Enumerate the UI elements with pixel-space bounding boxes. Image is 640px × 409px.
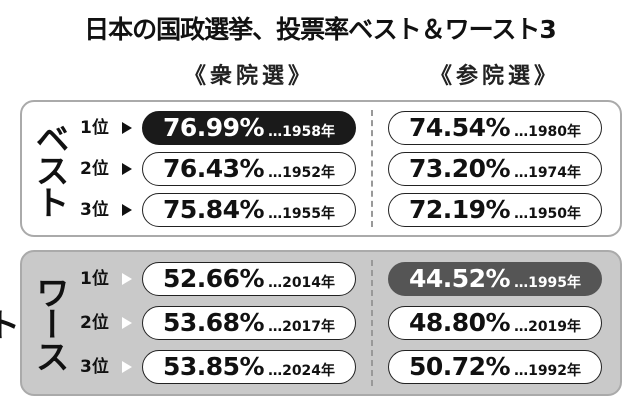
divider [371, 110, 373, 227]
election-year: …2017年 [268, 319, 336, 335]
rate-pill: 53.85% …2024年 [142, 350, 356, 384]
turnout-rate: 52.66% [162, 264, 265, 293]
turnout-rate: 76.43% [162, 153, 265, 183]
election-year: …2024年 [268, 363, 336, 379]
section-label: ベスト [29, 120, 69, 217]
election-year: …1950年 [514, 205, 582, 222]
rank-label: 2位 [80, 313, 109, 333]
section-label: ワースト [0, 275, 69, 371]
turnout-rate: 48.80% [408, 308, 511, 337]
rate-pill: 76.99% …1958年 [142, 110, 356, 145]
election-year: …1974年 [514, 164, 582, 181]
turnout-rate: 76.99% [162, 112, 265, 142]
turnout-rate: 73.20% [408, 153, 511, 183]
rank-arrow [122, 203, 132, 216]
election-year: …1980年 [514, 123, 582, 140]
election-year: …2019年 [514, 319, 582, 335]
election-year: …1995年 [514, 275, 582, 291]
election-year: …1958年 [268, 123, 336, 140]
election-year: …1952年 [268, 164, 336, 181]
rank-arrow [122, 361, 132, 373]
rank-arrow [122, 317, 132, 329]
rank-label: 2位 [80, 158, 109, 179]
turnout-rate: 53.85% [162, 352, 265, 381]
rate-pill: 75.84% …1955年 [142, 192, 356, 227]
turnout-rate: 44.52% [408, 264, 511, 293]
election-year: …1955年 [268, 205, 336, 222]
rate-pill: 48.80% …2019年 [388, 306, 602, 340]
title: 日本の国政選挙、投票率ベスト＆ワースト3 [84, 15, 557, 44]
turnout-rate: 75.84% [162, 194, 265, 224]
rate-pill: 52.66% …2014年 [142, 262, 356, 296]
rate-pill: 73.20% …1974年 [388, 151, 602, 186]
divider [371, 260, 373, 386]
rate-pill: 53.68% …2017年 [142, 306, 356, 340]
election-year: …2014年 [268, 275, 336, 291]
column-header: 《衆院選》 [183, 64, 314, 89]
rate-pill: 50.72% …1992年 [388, 350, 602, 384]
rate-pill: 72.19% …1950年 [388, 192, 602, 227]
rank-label: 1位 [80, 117, 109, 138]
turnout-rate: 53.68% [162, 308, 265, 337]
rank-label: 1位 [80, 269, 109, 289]
rank-arrow [122, 162, 132, 175]
turnout-rate: 74.54% [408, 112, 511, 142]
turnout-rate: 50.72% [408, 352, 511, 381]
rank-label: 3位 [80, 199, 109, 220]
turnout-rate: 72.19% [408, 194, 511, 224]
rank-label: 3位 [80, 357, 109, 377]
rate-pill: 76.43% …1952年 [142, 151, 356, 186]
column-header: 《参院選》 [429, 64, 560, 89]
rate-pill: 74.54% …1980年 [388, 110, 602, 145]
rate-pill: 44.52% …1995年 [388, 262, 602, 296]
rank-arrow [122, 121, 132, 134]
election-year: …1992年 [514, 363, 582, 379]
rank-arrow [122, 273, 132, 285]
